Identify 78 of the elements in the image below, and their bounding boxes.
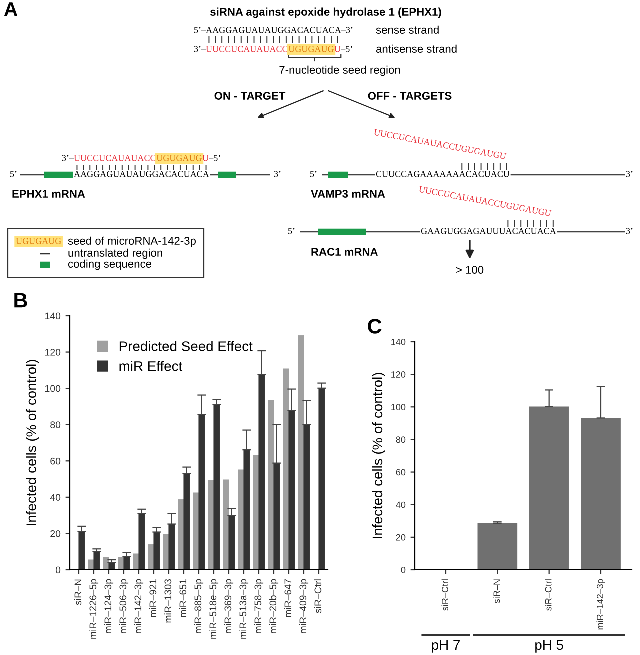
text: –5’ — [341, 46, 352, 52]
text: A — [4, 2, 18, 16]
text: pH 5 — [536, 640, 564, 653]
text: siRNA against epoxide hydrolase 1 (EPHX1) — [210, 8, 442, 18]
x-tick-label: miR–20b–5p — [269, 579, 279, 634]
text: GAAGUGGAGAUUUACACUACA — [421, 228, 556, 234]
y-tick-label: 20 — [396, 534, 406, 541]
text: > 100 — [456, 266, 484, 274]
y-tick-label: 40 — [396, 502, 406, 508]
text: untranslated region — [68, 248, 162, 260]
chart-title: C — [368, 319, 382, 334]
x-tick-label: siR–Ctrl — [314, 580, 322, 614]
x-tick-label: miR–506–3p — [119, 579, 129, 634]
x-tick-label: miR–885–5p — [194, 579, 204, 634]
text: –5’ — [209, 155, 220, 162]
text: coding sequence — [68, 260, 152, 270]
text: UUCCUCAUAUACC — [206, 46, 288, 52]
x-tick-label: siR–Ctrl — [442, 580, 448, 611]
y-tick-label: 100 — [45, 385, 61, 392]
y-axis-title: Infected cells (% of control) — [372, 373, 386, 538]
text: seed of microRNA-142-3p — [68, 236, 196, 248]
x-tick-label: miR–921 — [149, 580, 157, 618]
legend-label: Predicted Seed Effect — [120, 341, 253, 352]
x-tick-label: miR–142–3p — [134, 579, 144, 634]
text: AAGGAGUAUAUGGACACUACA — [74, 171, 210, 178]
text: pH 7 — [432, 640, 460, 653]
text: 5’ — [310, 171, 317, 178]
text: 3’ — [274, 171, 281, 178]
y-tick-label: 80 — [50, 422, 61, 428]
x-tick-label: siR–N — [74, 580, 82, 606]
y-tick-label: 100 — [392, 404, 406, 411]
y-tick-label: 120 — [45, 349, 61, 356]
text: UUCCUCAUAUACC — [74, 155, 156, 162]
x-tick-label: miR–647 — [284, 580, 292, 618]
chart-title: B — [14, 293, 28, 308]
y-tick-label: 80 — [396, 436, 406, 444]
text: OFF - TARGETS — [368, 92, 452, 100]
text: UGUGAUG — [288, 46, 334, 52]
text: VAMP3 mRNA — [311, 190, 386, 198]
y-tick-label: 60 — [50, 458, 61, 465]
y-tick-label: 0 — [56, 566, 61, 574]
y-tick-label: 140 — [392, 338, 406, 346]
x-tick-label: miR–369–3p — [224, 579, 234, 634]
text: 7-nucleotide seed region — [280, 66, 400, 76]
y-tick-label: 0 — [401, 566, 406, 574]
text: 5’ — [10, 171, 17, 178]
x-tick-label: miR–518e–5p — [209, 579, 219, 639]
x-tick-label: miR–409–3p — [299, 579, 309, 634]
y-axis-title: Infected cells (% of control) — [26, 360, 40, 526]
y-tick-label: 140 — [45, 312, 61, 320]
text: ON - TARGET — [214, 92, 286, 100]
text: EPHX1 mRNA — [12, 190, 86, 198]
text: CUUCCAGAAAAAAACACUACU — [376, 171, 510, 178]
x-tick-label: miR–1226–5p — [89, 579, 99, 639]
x-tick-label: miR–513a–3p — [239, 579, 249, 639]
text: 5’ — [288, 228, 295, 234]
x-tick-label: miR–758–3p — [254, 579, 264, 634]
text: RAC1 mRNA — [312, 248, 378, 256]
y-tick-label: 20 — [50, 530, 61, 538]
y-tick-label: 60 — [396, 469, 406, 476]
y-tick-label: 120 — [392, 372, 406, 378]
text: 3’– — [62, 155, 74, 162]
text: UGUGAUG — [16, 238, 62, 244]
x-tick-label: siR–N — [493, 580, 500, 604]
text: 3’ — [626, 228, 633, 234]
x-tick-label: miR–651 — [179, 580, 187, 618]
x-tick-label: miR–1303 — [164, 579, 172, 623]
x-tick-label: miR–142–3p — [596, 579, 606, 630]
text: 3’ — [626, 171, 633, 178]
text: antisense strand — [376, 44, 457, 53]
y-tick-label: 40 — [50, 494, 61, 502]
legend-label: miR Effect — [120, 361, 183, 372]
text: 3’– — [194, 46, 206, 52]
text: UGUGAUG — [156, 155, 202, 162]
text: sense strand — [376, 26, 439, 34]
text: 5’–AAGGAGUAUAUGGACACUACA–3’ — [194, 27, 353, 34]
x-tick-label: miR–124–3p — [104, 579, 114, 634]
x-tick-label: siR–Ctrl — [545, 580, 552, 611]
